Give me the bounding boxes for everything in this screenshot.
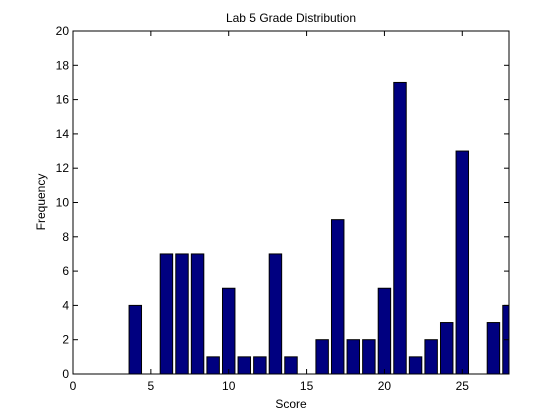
y-tick-label: 6: [62, 264, 69, 278]
bar-score-7: [175, 253, 189, 374]
y-tick-label: 12: [56, 161, 70, 175]
y-tick-label: 18: [56, 58, 70, 72]
y-tick-label: 10: [56, 196, 70, 210]
x-tick-label: 10: [222, 379, 236, 393]
bars-group: [128, 81, 509, 374]
bar-score-9: [206, 356, 220, 374]
bar-score-12: [253, 356, 267, 374]
bar-score-20: [377, 287, 392, 374]
bar-score-23: [424, 339, 438, 374]
y-tick-label: 2: [62, 333, 69, 347]
plot-area: [73, 31, 509, 374]
bar-score-6: [159, 253, 174, 374]
y-tick-label: 16: [56, 93, 70, 107]
bar-score-21: [393, 81, 407, 374]
x-tick-label: 15: [300, 379, 314, 393]
y-axis-label: Frequency: [34, 174, 48, 231]
y-tick-label: 0: [62, 367, 69, 381]
bar-score-14: [284, 356, 298, 374]
bar-score-19: [362, 339, 376, 374]
bar-score-11: [237, 356, 252, 374]
plot-frame: [72, 30, 510, 375]
bar-score-25: [455, 150, 470, 374]
x-tick-label: 5: [148, 379, 155, 393]
y-tick-label: 4: [62, 298, 69, 312]
bar-score-18: [346, 339, 361, 374]
x-tick-label: 0: [70, 379, 77, 393]
x-tick-label: 20: [378, 379, 392, 393]
bar-score-8: [190, 253, 205, 374]
bar-score-4: [128, 304, 143, 374]
bar-score-27: [486, 322, 501, 374]
x-axis-label: Score: [275, 397, 307, 411]
bar-score-16: [315, 339, 329, 374]
x-tick-label: 25: [456, 379, 470, 393]
bar-score-17: [330, 219, 345, 374]
bar-score-22: [408, 356, 423, 374]
ticks-group: 0 5 10 15 20 25 0 2 4 6 8 10 12 14 16 18 20: [56, 24, 509, 393]
bar-score-13: [268, 253, 283, 374]
y-tick-label: 20: [56, 24, 70, 38]
bar-score-24: [439, 322, 454, 374]
chart-title: Lab 5 Grade Distribution: [226, 11, 356, 25]
bar-score-10: [221, 287, 236, 374]
y-tick-label: 8: [62, 230, 69, 244]
y-tick-label: 14: [56, 127, 70, 141]
